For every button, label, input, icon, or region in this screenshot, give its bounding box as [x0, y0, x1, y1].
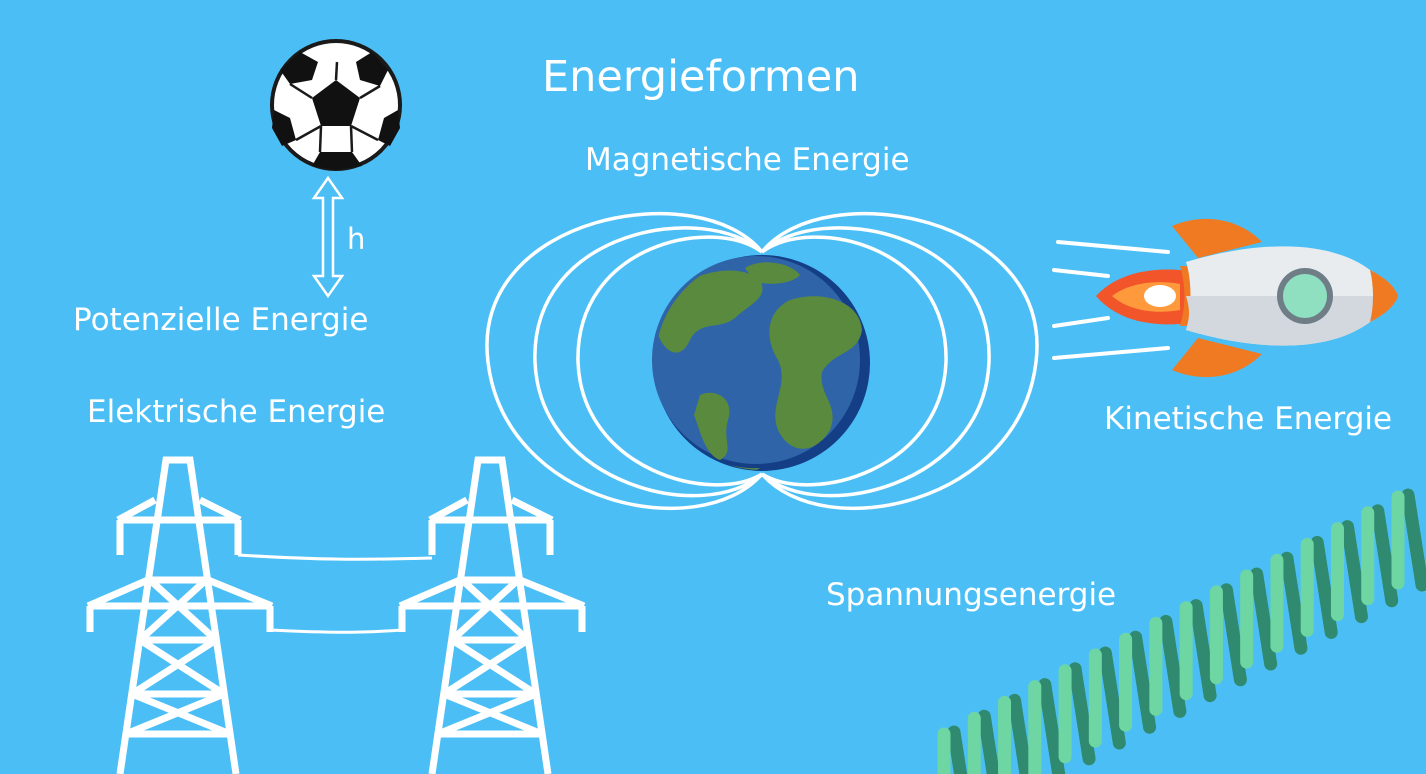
label-kinetic-energy: Kinetische Energie — [1104, 401, 1393, 437]
magnetic-field-lines — [485, 211, 1039, 511]
spring-coil-back — [977, 709, 1000, 774]
spring-coil-back — [1159, 614, 1187, 718]
spring-coil-back — [1310, 535, 1338, 639]
power-pylon-icon — [86, 456, 586, 774]
label-potential-energy: Potenzielle Energie — [73, 302, 369, 338]
power-lines — [237, 553, 433, 634]
spring-coil-back — [1250, 567, 1278, 671]
spring-coil-back — [1371, 504, 1399, 608]
spring-coil-back — [1098, 646, 1126, 750]
spring-coil-back — [947, 725, 968, 774]
page-title: Energieformen — [542, 52, 860, 102]
spring-coil-back — [1068, 662, 1096, 766]
spring-coil-back — [1129, 630, 1157, 734]
label-electric-energy: Elektrische Energie — [87, 394, 386, 430]
spring-coil-back — [1008, 693, 1033, 774]
label-tension-energy: Spannungsenergie — [826, 577, 1117, 613]
spring-coil-back — [1038, 678, 1066, 774]
spring-coil-back — [1189, 599, 1217, 703]
height-symbol: h — [347, 222, 366, 256]
double-arrow-icon — [311, 175, 345, 299]
earth-icon — [652, 255, 870, 471]
spring-coil-back — [1401, 488, 1426, 592]
spring-coil-back — [1219, 583, 1247, 687]
spring-icon — [937, 488, 1426, 774]
spring-coil-back — [1340, 520, 1368, 624]
label-magnetic-energy: Magnetische Energie — [585, 142, 910, 178]
soccer-ball-icon — [270, 39, 402, 171]
rocket-icon — [1052, 218, 1398, 378]
spring-coil-back — [1280, 551, 1308, 655]
